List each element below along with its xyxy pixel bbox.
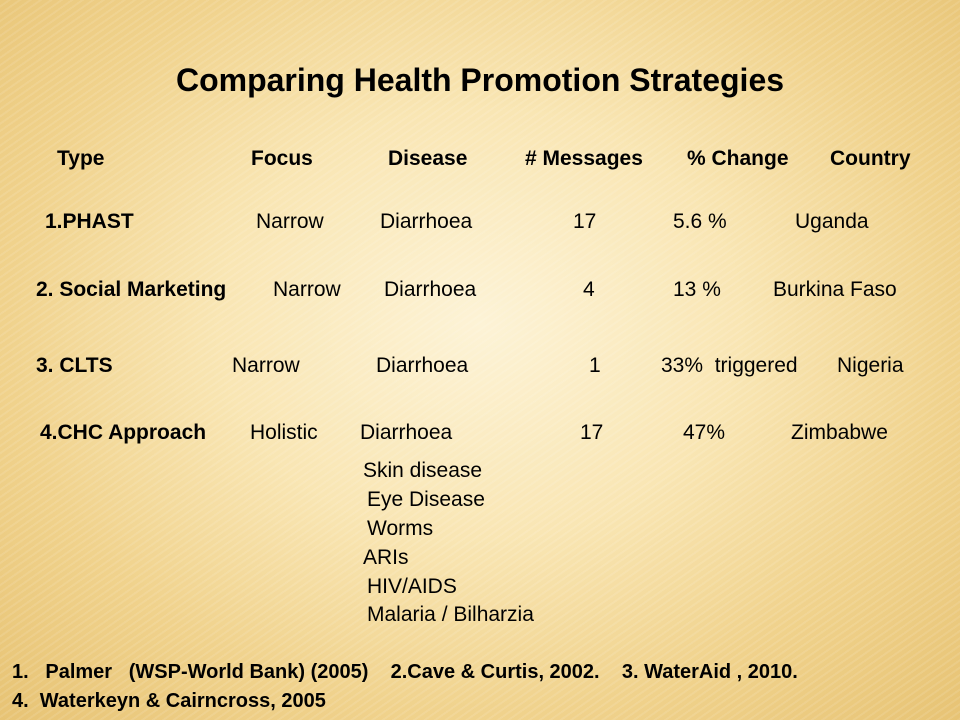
row-focus: Holistic bbox=[250, 421, 318, 444]
row-change: 33% triggered bbox=[661, 354, 798, 377]
row-country: Burkina Faso bbox=[773, 278, 897, 301]
row-focus: Narrow bbox=[273, 278, 341, 301]
header-country: Country bbox=[830, 147, 911, 170]
row-change: 5.6 % bbox=[673, 210, 727, 233]
disease-list-item: HIV/AIDS bbox=[367, 575, 457, 598]
row-change: 47% bbox=[683, 421, 726, 444]
disease-list-item: Worms bbox=[367, 517, 434, 540]
row-messages: 17 bbox=[573, 210, 597, 233]
row-change: 13 % bbox=[673, 278, 721, 301]
header-focus: Focus bbox=[251, 147, 313, 170]
row-messages: 1 bbox=[589, 354, 601, 377]
disease-list-item: ARIs bbox=[363, 546, 409, 569]
disease-list-item: Malaria / Bilharzia bbox=[367, 603, 534, 626]
row-disease: Diarrhoea bbox=[360, 421, 453, 444]
row-country: Nigeria bbox=[837, 354, 904, 377]
disease-list-item: Eye Disease bbox=[367, 488, 485, 511]
reference-line: 4. Waterkeyn & Cairncross, 2005 bbox=[12, 690, 326, 712]
row-type: 2. Social Marketing bbox=[36, 278, 227, 301]
row-messages: 17 bbox=[580, 421, 604, 444]
row-disease: Diarrhoea bbox=[376, 354, 469, 377]
header-type: Type bbox=[57, 147, 105, 170]
row-type: 1.PHAST bbox=[45, 210, 134, 233]
reference-line: 1. Palmer (WSP-World Bank) (2005) 2.Cave… bbox=[12, 661, 798, 683]
header-disease: Disease bbox=[388, 147, 468, 170]
row-disease: Diarrhoea bbox=[380, 210, 473, 233]
header-change: % Change bbox=[687, 147, 789, 170]
row-country: Zimbabwe bbox=[791, 421, 888, 444]
slide-title: Comparing Health Promotion Strategies bbox=[175, 62, 785, 98]
row-country: Uganda bbox=[795, 210, 869, 233]
row-focus: Narrow bbox=[232, 354, 300, 377]
row-type: 3. CLTS bbox=[36, 354, 113, 377]
row-type: 4.CHC Approach bbox=[40, 421, 207, 444]
row-focus: Narrow bbox=[256, 210, 324, 233]
row-messages: 4 bbox=[583, 278, 595, 301]
disease-list-item: Skin disease bbox=[363, 459, 483, 482]
row-disease: Diarrhoea bbox=[384, 278, 477, 301]
header-messages: # Messages bbox=[525, 147, 643, 170]
